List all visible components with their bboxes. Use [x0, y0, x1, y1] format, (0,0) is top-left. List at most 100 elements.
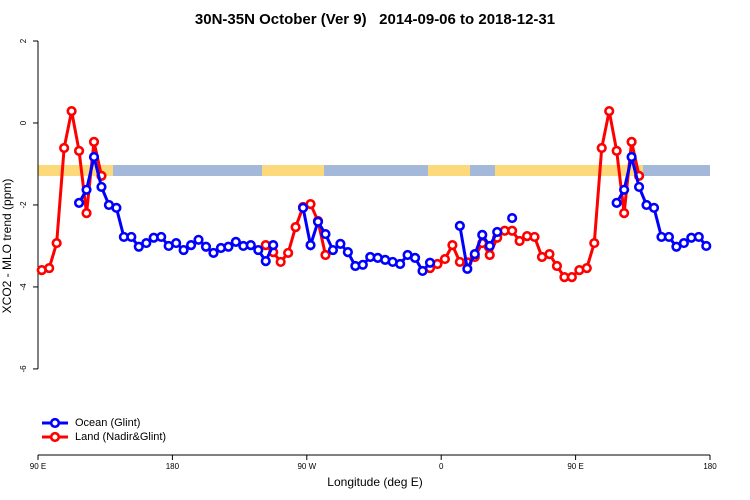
land-strip	[262, 165, 324, 176]
data-point	[507, 212, 518, 224]
data-point	[335, 238, 346, 250]
data-point	[701, 240, 712, 252]
data-point	[357, 259, 368, 270]
legend-marker	[49, 431, 61, 443]
data-point	[462, 263, 473, 275]
data-point	[417, 265, 428, 277]
data-point	[589, 237, 600, 249]
x-tick-label: 90 E	[30, 462, 46, 471]
x-tick-label: 90 W	[297, 462, 316, 471]
data-point	[171, 237, 182, 249]
x-tick-label: 180	[703, 462, 717, 471]
data-point	[611, 145, 622, 156]
data-point	[604, 105, 615, 117]
data-point	[551, 260, 563, 272]
data-point	[312, 216, 324, 227]
data-point	[626, 151, 637, 163]
data-point	[678, 237, 689, 249]
y-tick-label: -2	[19, 201, 28, 209]
y-tick-label: 2	[19, 38, 28, 43]
data-point	[611, 197, 622, 209]
data-point	[409, 252, 421, 263]
legend-marker	[49, 417, 61, 429]
ocean-strip	[38, 165, 710, 176]
x-tick-label: 90 E	[567, 462, 583, 471]
data-point	[626, 136, 637, 147]
data-point	[290, 221, 301, 233]
data-point	[141, 237, 152, 249]
data-point	[275, 256, 286, 268]
data-point	[156, 231, 167, 243]
legend-label: Ocean (Glint)	[75, 417, 140, 429]
data-point	[305, 199, 316, 210]
data-point	[619, 208, 630, 219]
data-point	[96, 181, 107, 193]
x-tick-label: 0	[439, 462, 444, 471]
data-point	[544, 249, 555, 260]
data-point	[424, 257, 436, 268]
data-point	[208, 247, 219, 259]
data-point	[648, 202, 660, 213]
data-point	[59, 142, 70, 154]
data-point	[133, 241, 144, 252]
data-point	[81, 208, 92, 219]
data-point	[342, 246, 353, 258]
land-strip	[38, 165, 113, 176]
chart-title: 30N-35N October (Ver 9) 2014-09-06 to 20…	[195, 11, 555, 28]
data-point	[507, 225, 518, 236]
data-point	[395, 258, 406, 270]
data-point	[320, 228, 331, 240]
data-point	[566, 272, 577, 283]
data-point	[469, 249, 480, 260]
data-point	[619, 184, 630, 195]
x-tick-label: 180	[166, 462, 180, 471]
data-point	[245, 240, 256, 251]
data-point	[283, 247, 294, 259]
land-strip	[428, 165, 470, 176]
data-point	[484, 249, 495, 261]
y-tick-label: 0	[19, 120, 28, 125]
data-point	[320, 249, 331, 261]
data-point	[88, 151, 100, 163]
data-point	[305, 240, 316, 251]
x-axis-label: Longitude (deg E)	[327, 475, 422, 489]
y-axis-label: XCO2 - MLO trend (ppm)	[0, 179, 14, 314]
data-point	[447, 240, 458, 251]
data-point	[268, 240, 279, 251]
data-point	[514, 235, 525, 247]
data-point	[297, 202, 309, 213]
data-point	[253, 244, 264, 256]
data-point	[693, 231, 704, 243]
data-point	[66, 105, 77, 117]
land-strip	[495, 165, 643, 176]
data-point	[88, 136, 100, 147]
data-point	[633, 181, 645, 193]
data-point	[492, 226, 503, 238]
data-point	[327, 244, 339, 256]
data-point	[454, 220, 465, 231]
data-point	[73, 145, 85, 156]
data-point	[477, 229, 488, 240]
land-mask-strip	[38, 165, 710, 176]
data-point	[111, 202, 122, 213]
data-point	[126, 231, 137, 243]
y-tick-label: -6	[19, 365, 28, 373]
data-point	[671, 241, 682, 252]
data-point	[663, 231, 675, 243]
y-tick-label: -4	[19, 283, 28, 291]
data-point	[200, 241, 212, 252]
data-point	[529, 231, 540, 243]
data-point	[73, 197, 85, 209]
legend-label: Land (Nadir&Glint)	[75, 431, 166, 443]
data-point	[44, 262, 55, 274]
data-point	[178, 244, 189, 256]
data-point	[439, 253, 451, 265]
data-point	[230, 236, 241, 247]
data-point	[185, 240, 197, 251]
data-point	[596, 142, 607, 154]
data-point	[581, 262, 592, 274]
data-point	[484, 240, 495, 252]
data-point	[51, 237, 62, 249]
data-point	[81, 184, 92, 195]
